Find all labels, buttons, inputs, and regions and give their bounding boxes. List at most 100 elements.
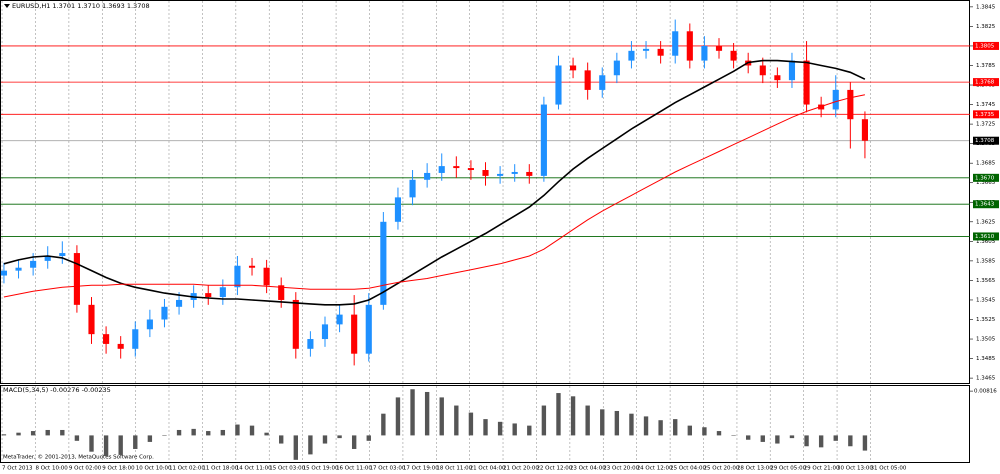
x-tick-label: 15 Oct 19:00 bbox=[303, 466, 339, 472]
candle-body bbox=[263, 267, 270, 286]
candle-body bbox=[730, 50, 737, 61]
candle-body bbox=[570, 65, 577, 71]
macd-bar bbox=[176, 429, 182, 436]
macd-bar bbox=[731, 435, 736, 436]
y-tick-label: 1.3545 bbox=[976, 297, 996, 303]
candle-body bbox=[438, 166, 445, 173]
x-tick-label: 21 Oct 20:00 bbox=[503, 466, 539, 472]
chart-title: EURUSD,H1 1.3701 1.3710 1.3693 1.3708 bbox=[12, 2, 150, 10]
candle-body bbox=[15, 267, 22, 271]
y-tick-label: 1.3585 bbox=[976, 258, 996, 264]
macd-bar bbox=[424, 391, 430, 436]
candle-body bbox=[599, 75, 606, 90]
macd-bar bbox=[556, 393, 561, 436]
macd-bar bbox=[600, 409, 605, 436]
y-tick-label: 1.3665 bbox=[976, 180, 996, 186]
macd-bar bbox=[716, 431, 722, 436]
macd-bar bbox=[249, 425, 255, 436]
moving-average bbox=[3, 59, 866, 306]
level-tag bbox=[973, 41, 999, 50]
candle-body bbox=[511, 171, 518, 174]
candle-body bbox=[788, 60, 796, 81]
candle-body bbox=[278, 285, 285, 300]
candle-body bbox=[672, 31, 679, 56]
candle-body bbox=[409, 179, 416, 198]
x-tick-label: 29 Oct 05:00 bbox=[770, 466, 806, 472]
x-tick-label: 7 Oct 2013 bbox=[2, 466, 33, 472]
macd-bar bbox=[293, 435, 298, 460]
macd-bar bbox=[60, 429, 65, 436]
macd-bar bbox=[89, 435, 94, 452]
x-tick-label: 15 Oct 03:00 bbox=[269, 466, 305, 472]
candle-body bbox=[292, 299, 299, 349]
level-tag bbox=[973, 200, 999, 209]
x-tick-label: 31 Oct 05:00 bbox=[870, 466, 906, 472]
candle-body bbox=[59, 253, 66, 256]
x-tick-label: 25 Oct 20:00 bbox=[704, 466, 740, 472]
macd-bar bbox=[395, 397, 401, 436]
macd-bar bbox=[191, 428, 196, 436]
macd-bar bbox=[512, 423, 517, 436]
macd-bar bbox=[818, 435, 824, 448]
macd-bar bbox=[118, 435, 123, 455]
macd-bar bbox=[322, 435, 328, 444]
macd-bar bbox=[439, 397, 444, 436]
macd-title: MACD(5,34,5) -0.00276 -0.00235 bbox=[3, 386, 111, 394]
x-tick-label: 25 Oct 04:00 bbox=[670, 466, 706, 472]
candle-body bbox=[482, 170, 489, 176]
candle-body bbox=[497, 173, 504, 176]
candle-body bbox=[832, 89, 839, 110]
x-tick-label: 21 Oct 04:00 bbox=[470, 466, 506, 472]
candle-body bbox=[803, 60, 810, 105]
level-label: 1.3670 bbox=[975, 175, 995, 181]
x-tick-label: 8 Oct 10:00 bbox=[35, 466, 68, 472]
candle-body bbox=[365, 304, 372, 354]
macd-bar bbox=[833, 435, 838, 441]
candle-body bbox=[613, 60, 620, 76]
macd-bar bbox=[775, 435, 780, 444]
macd-bar bbox=[483, 419, 488, 436]
x-tick-label: 17 Oct 19:00 bbox=[403, 466, 439, 472]
macd-bar bbox=[279, 435, 284, 444]
level-tag bbox=[973, 78, 999, 87]
candle-body bbox=[540, 104, 547, 176]
macd-bar bbox=[702, 427, 707, 436]
x-tick-label: 16 Oct 11:00 bbox=[336, 466, 372, 472]
candle-body bbox=[526, 171, 533, 176]
candle-body bbox=[351, 314, 358, 354]
candle-body bbox=[584, 70, 591, 90]
y-tick-label: 1.3685 bbox=[976, 161, 996, 167]
level-label: 1.3643 bbox=[975, 202, 995, 208]
macd-bar bbox=[147, 435, 153, 442]
candle-body bbox=[467, 168, 474, 171]
macd-bar bbox=[745, 435, 751, 440]
candle-body bbox=[657, 48, 664, 56]
macd-frame bbox=[0, 385, 970, 463]
candle-body bbox=[642, 48, 650, 51]
candle-body bbox=[424, 172, 431, 180]
level-tag bbox=[973, 110, 999, 119]
candle-body bbox=[715, 45, 723, 51]
level-tag bbox=[973, 173, 999, 182]
macd-bar bbox=[133, 435, 138, 449]
macd-bar bbox=[16, 432, 21, 436]
macd-bar bbox=[629, 413, 634, 436]
candle-body bbox=[686, 31, 693, 61]
x-tick-label: 30 Oct 13:00 bbox=[837, 466, 873, 472]
x-tick-label: 14 Oct 11:00 bbox=[236, 466, 272, 472]
macd-bar bbox=[527, 425, 532, 436]
macd-bar bbox=[45, 429, 50, 436]
candle-body bbox=[774, 75, 781, 81]
x-tick-label: 24 Oct 12:00 bbox=[637, 466, 673, 472]
y-tick-label: 1.3525 bbox=[976, 317, 996, 323]
x-tick-label: 23 Oct 20:00 bbox=[603, 466, 639, 472]
candle-body bbox=[759, 65, 766, 76]
level-tag bbox=[973, 232, 999, 241]
candle-body bbox=[161, 306, 168, 320]
y-tick-label: 1.3825 bbox=[976, 24, 996, 30]
x-tick-label: 23 Oct 04:00 bbox=[570, 466, 606, 472]
candle-body bbox=[205, 293, 212, 298]
macd-bar bbox=[1, 434, 7, 436]
macd-bar bbox=[789, 435, 795, 439]
